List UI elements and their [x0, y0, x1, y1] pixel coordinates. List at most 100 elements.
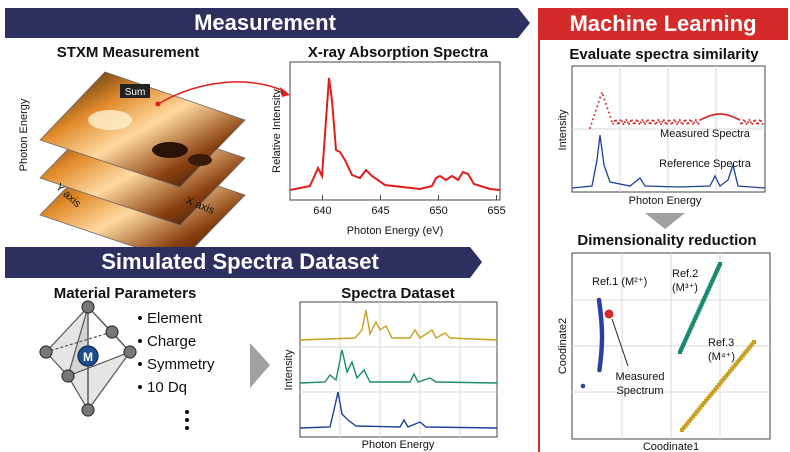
dot	[598, 101, 600, 103]
arrow	[645, 213, 685, 229]
shape	[40, 346, 52, 358]
bullet	[138, 385, 142, 389]
shape	[188, 154, 212, 166]
spectrum	[290, 78, 500, 190]
dot	[673, 119, 675, 121]
dot	[750, 121, 752, 123]
dot	[696, 121, 698, 123]
dot	[637, 120, 639, 122]
dot	[692, 123, 694, 125]
x-tick-label: 645	[371, 205, 389, 217]
axis-label: Intensity	[557, 109, 569, 150]
plot-frame	[290, 62, 500, 200]
dot	[592, 118, 594, 120]
dot	[747, 121, 749, 123]
dot	[606, 107, 608, 109]
shape	[88, 110, 132, 130]
dot	[695, 119, 697, 121]
figure: Measurement STXM Measurement X-ray Absor…	[0, 0, 790, 452]
dot	[688, 122, 690, 124]
section-title: Spectra Dataset	[341, 285, 454, 302]
dot	[682, 123, 684, 125]
x-tick-label: 640	[313, 205, 331, 217]
dot	[622, 123, 624, 125]
curve-label: Measured Spectra	[660, 128, 751, 140]
shape	[185, 426, 189, 430]
cluster-label: Ref.2	[672, 268, 698, 280]
axis-label: Photon Energy	[362, 439, 435, 451]
measured-point	[605, 310, 614, 319]
dot	[608, 112, 610, 114]
dot	[596, 105, 598, 107]
dot	[643, 121, 645, 123]
dot	[601, 92, 603, 94]
shape	[152, 142, 188, 158]
dot	[744, 120, 746, 122]
dot	[656, 122, 658, 124]
dot	[685, 119, 687, 121]
simulation-section: Simulated Spectra Dataset Material Param…	[5, 247, 497, 451]
dot	[589, 127, 591, 129]
dot	[602, 94, 604, 96]
dot	[693, 121, 695, 123]
point-label: Measured	[616, 371, 665, 383]
plot-frame	[300, 302, 497, 437]
arrow	[250, 343, 270, 388]
measured-spectrum	[589, 92, 764, 129]
dot	[760, 120, 762, 122]
banner-title: Measurement	[194, 10, 337, 35]
shape	[82, 404, 94, 416]
ml-section: Machine Learning Evaluate spectra simila…	[539, 8, 788, 452]
dot	[634, 122, 636, 124]
dot	[631, 119, 633, 121]
dot	[628, 123, 630, 125]
shape	[124, 346, 136, 358]
point-label: Spectrum	[616, 385, 663, 397]
dot	[676, 123, 678, 125]
parameter: 10 Dq	[147, 379, 187, 396]
parameter-list: ElementChargeSymmetry10 Dq	[138, 310, 215, 396]
x-tick-label: 650	[429, 205, 447, 217]
dot	[647, 119, 649, 121]
dot	[691, 120, 693, 122]
banner-title: Machine Learning	[569, 11, 756, 36]
dot	[653, 120, 655, 122]
dot	[605, 103, 607, 105]
parameter: Element	[147, 310, 203, 327]
point	[581, 384, 586, 389]
dot	[644, 123, 646, 125]
sum-label: Sum	[125, 87, 146, 98]
shape	[106, 326, 118, 338]
bullet	[138, 316, 142, 320]
curve	[300, 392, 497, 428]
dot	[609, 116, 611, 118]
dot	[657, 119, 659, 121]
dot	[749, 119, 751, 121]
dot	[595, 110, 597, 112]
section-title: Dimensionality reduction	[577, 232, 756, 249]
axis-label: Coodinate2	[557, 318, 569, 374]
shape	[185, 418, 189, 422]
dot	[627, 121, 629, 123]
ion-label: M	[83, 350, 93, 364]
dot	[615, 120, 617, 122]
dot	[698, 123, 700, 125]
dot	[590, 123, 592, 125]
dot	[662, 121, 664, 123]
bullet	[138, 362, 142, 366]
dot	[621, 120, 623, 122]
cluster-label: (M⁴⁺)	[708, 351, 735, 363]
axis-label: Intensity	[283, 349, 295, 390]
cluster-label: Ref.3	[708, 337, 734, 349]
dot	[618, 122, 620, 124]
dot	[672, 122, 674, 124]
dot	[677, 121, 679, 123]
dot	[641, 119, 643, 121]
section-title: STXM Measurement	[57, 44, 200, 61]
axis-label: Photon Energy (eV)	[347, 225, 444, 237]
pointer	[612, 319, 628, 366]
measurement-section: Measurement STXM Measurement X-ray Absor…	[5, 8, 530, 262]
dot	[754, 119, 756, 121]
dot	[624, 121, 626, 123]
dot	[669, 120, 671, 122]
